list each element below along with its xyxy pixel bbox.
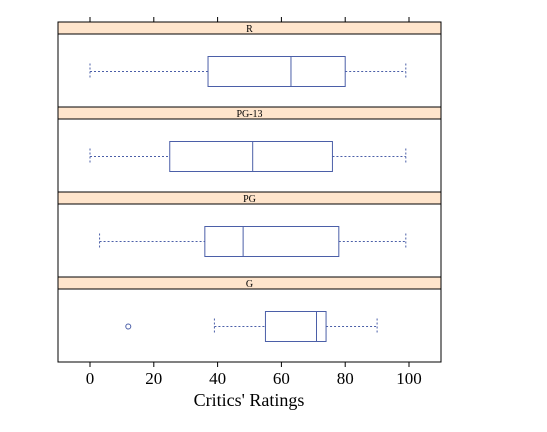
panel-frame — [57, 203, 442, 278]
box-iqr — [264, 311, 327, 342]
x-axis: 0 20 40 60 80 100 — [86, 17, 422, 388]
panels-group: R PG-13 PG G — [57, 21, 442, 363]
tick-label-20: 20 — [145, 369, 162, 388]
tick-label-0: 0 — [86, 369, 95, 388]
tick-label-60: 60 — [273, 369, 290, 388]
x-axis-title: Critics' Ratings — [194, 390, 305, 410]
panel-pg-13: PG-13 — [57, 106, 442, 193]
panel-pg: PG — [57, 191, 442, 278]
tick-label-40: 40 — [209, 369, 226, 388]
panel-g: G — [57, 276, 442, 363]
box-iqr — [204, 226, 340, 257]
panel-frame — [57, 288, 442, 363]
box-iqr — [207, 56, 346, 87]
strip-label: PG-13 — [236, 109, 262, 120]
tick-label-100: 100 — [396, 369, 422, 388]
panel-r: R — [57, 21, 442, 108]
panel-frame — [57, 33, 442, 108]
strip-label: R — [246, 24, 253, 35]
outlier-point — [125, 323, 132, 330]
strip-label: PG — [243, 194, 256, 205]
tick-label-80: 80 — [337, 369, 354, 388]
panel-frame — [57, 118, 442, 193]
box-iqr — [169, 141, 333, 172]
strip-label: G — [246, 279, 253, 290]
